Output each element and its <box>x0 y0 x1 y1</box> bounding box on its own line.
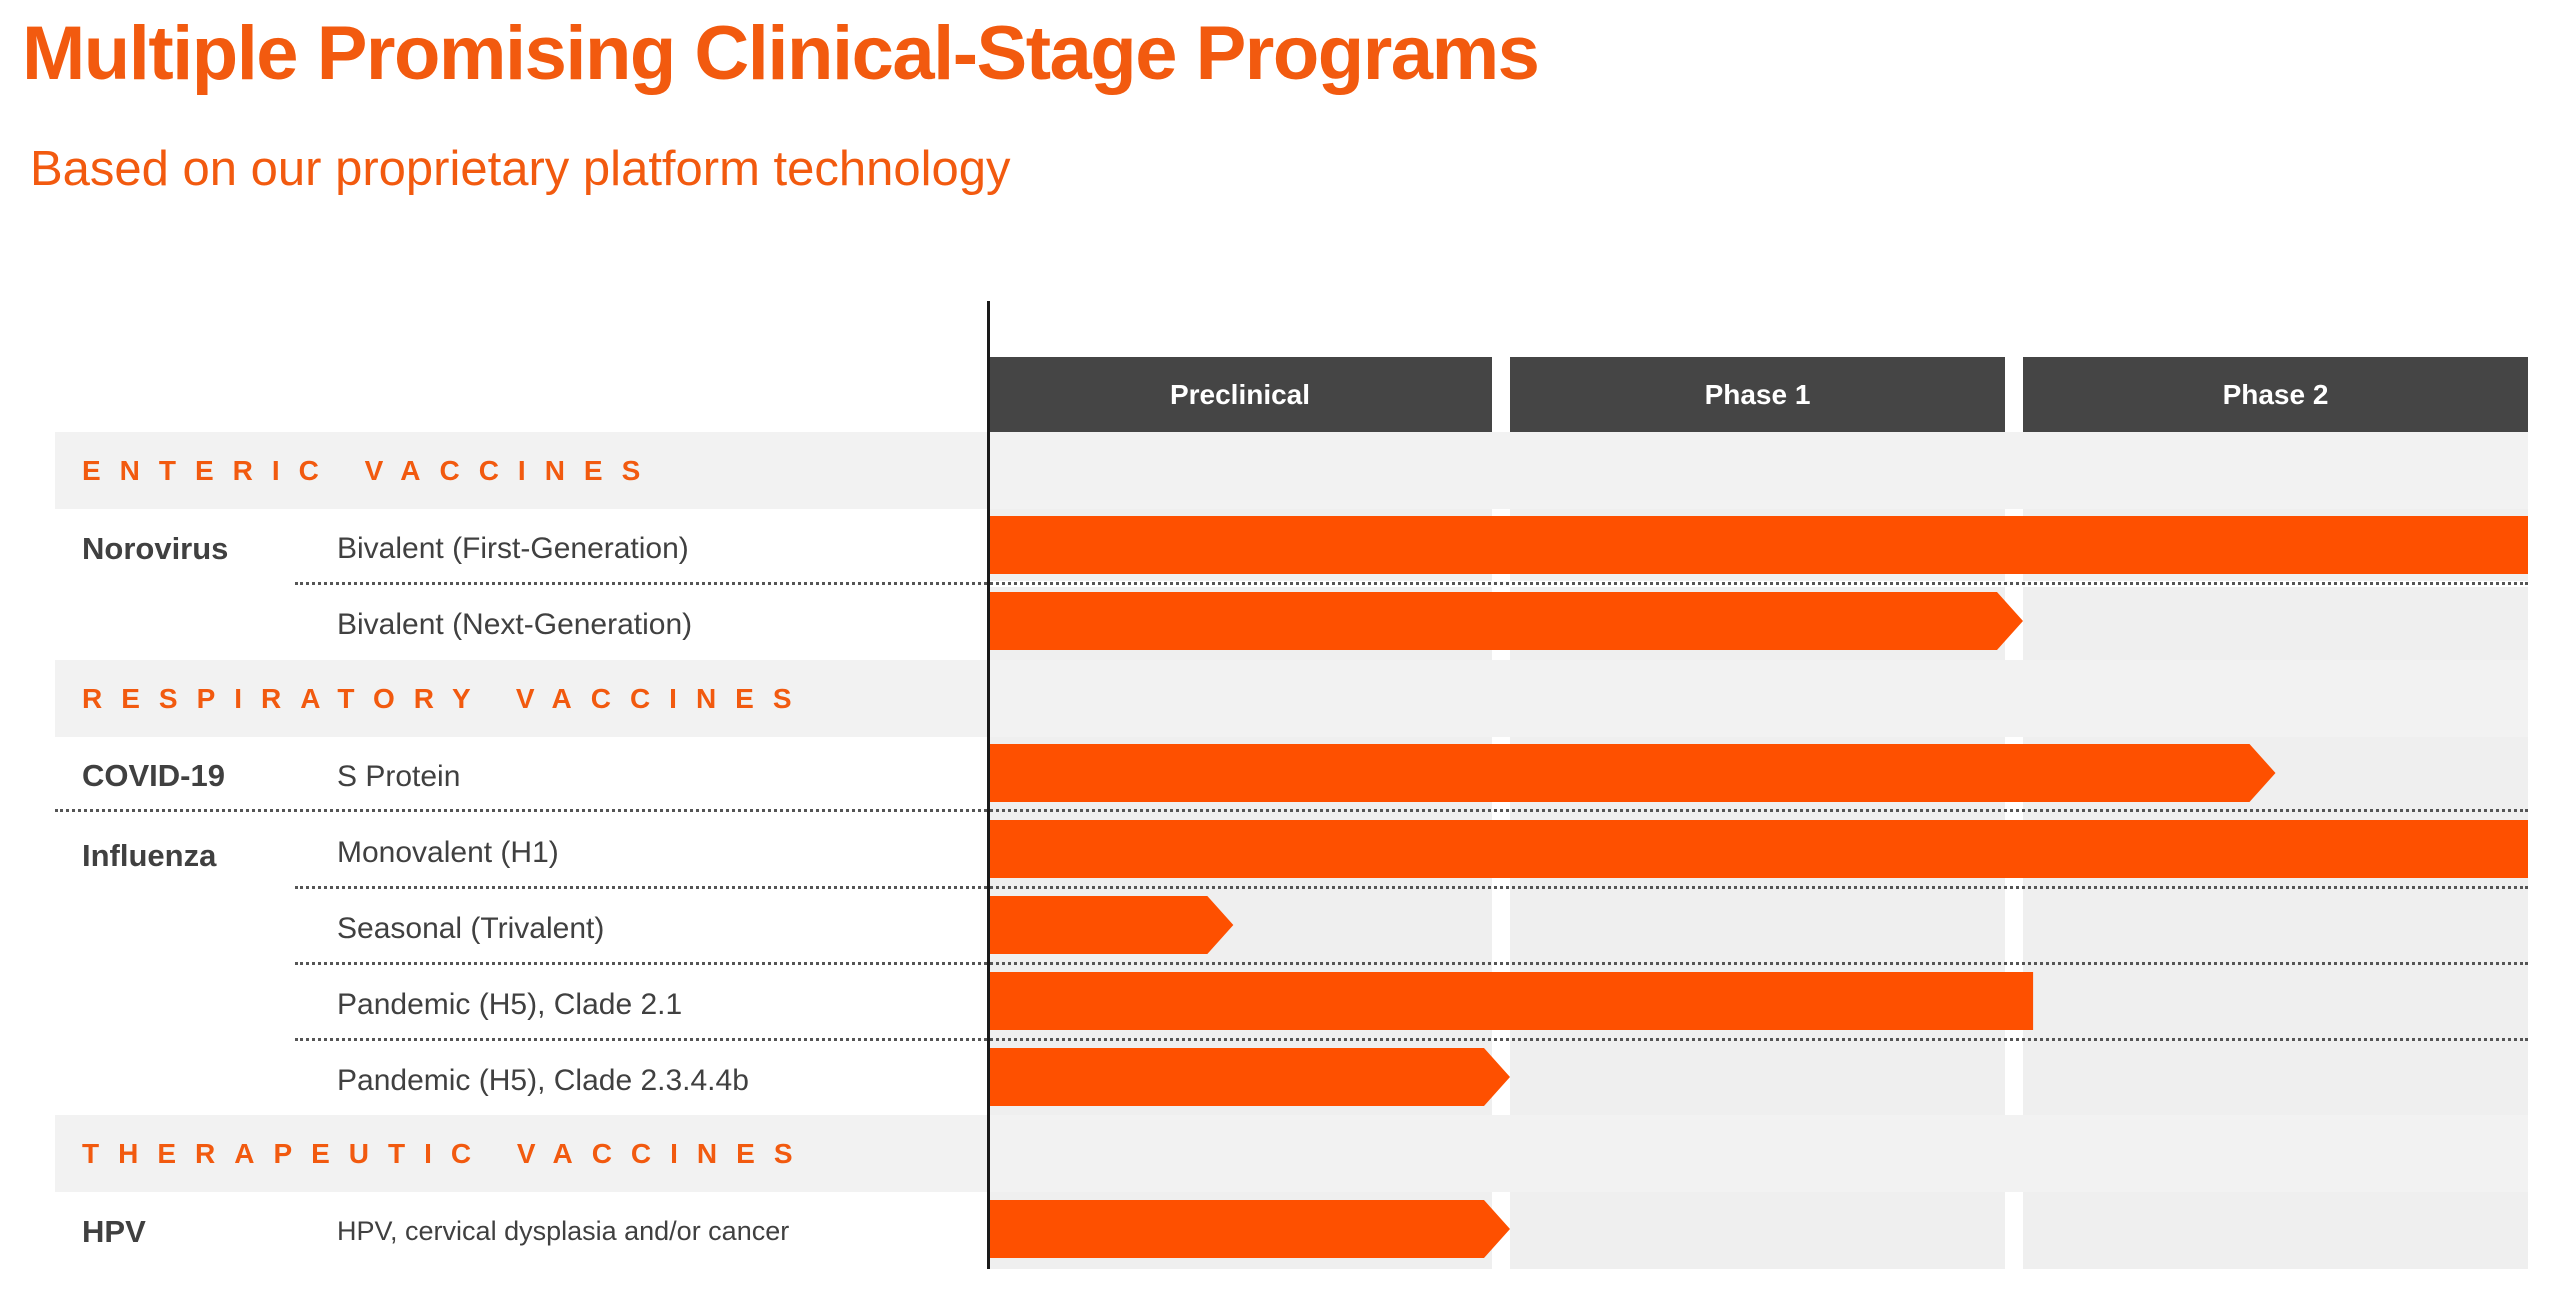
group-label-hpv: HPV <box>82 1214 146 1249</box>
progress-bar <box>988 972 2034 1030</box>
row-divider <box>295 962 2528 965</box>
program-label: HPV, cervical dysplasia and/or cancer <box>337 1216 790 1246</box>
stage-header-phase1: Phase 1 <box>1510 357 2005 433</box>
program-label: Bivalent (First-Generation) <box>337 532 689 565</box>
program-label: Bivalent (Next-Generation) <box>337 608 693 641</box>
row-divider <box>295 886 2528 889</box>
program-label: S Protein <box>337 760 461 793</box>
stage-header-preclinical: Preclinical <box>988 357 1492 433</box>
category-label-enteric: ENTERIC VACCINES <box>82 455 660 486</box>
group-label-covid: COVID-19 <box>82 758 225 793</box>
category-label-therapeutic: THERAPEUTIC VACCINES <box>82 1138 812 1169</box>
program-label: Pandemic (H5), Clade 2.1 <box>337 988 683 1021</box>
progress-bar <box>988 1200 1510 1258</box>
program-label: Pandemic (H5), Clade 2.3.4.4b <box>337 1064 749 1097</box>
program-label: Monovalent (H1) <box>337 836 559 869</box>
timeline-axis <box>987 301 990 1269</box>
page-subtitle: Based on our proprietary platform techno… <box>30 142 1011 196</box>
group-label-norovirus: Norovirus <box>82 531 229 566</box>
group-divider <box>55 809 2528 812</box>
stage-header-phase2: Phase 2 <box>2023 357 2528 433</box>
category-label-respiratory: RESPIRATORY VACCINES <box>82 683 811 714</box>
program-label: Seasonal (Trivalent) <box>337 912 605 945</box>
group-label-influenza: Influenza <box>82 838 217 873</box>
page-title: Multiple Promising Clinical-Stage Progra… <box>22 11 1540 96</box>
progress-bar <box>988 1048 1510 1106</box>
category-band-therapeutic <box>55 1115 2528 1192</box>
category-band-enteric <box>55 432 2528 509</box>
row-divider <box>295 582 2528 585</box>
category-band-respiratory <box>55 660 2528 737</box>
progress-bar <box>988 592 2023 650</box>
progress-bar <box>988 744 2276 802</box>
progress-bar <box>988 516 2528 574</box>
row-divider <box>295 1038 2528 1041</box>
progress-bar <box>988 896 1234 954</box>
progress-bar <box>988 820 2528 878</box>
